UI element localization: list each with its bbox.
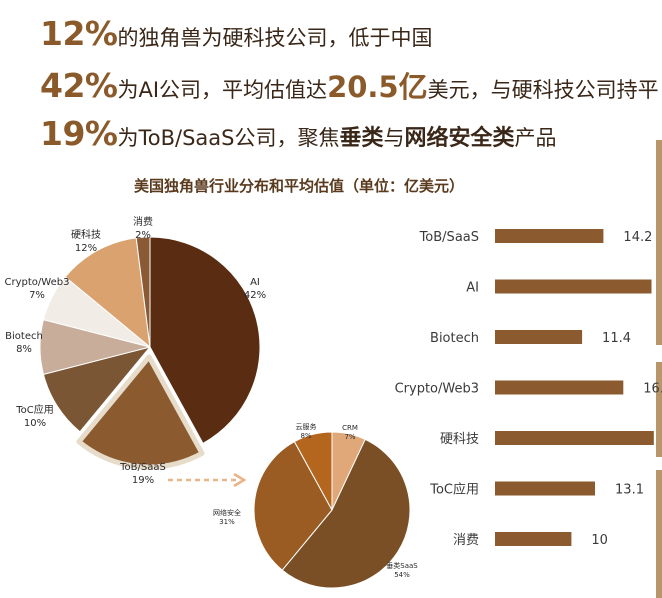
right-edge-accent-top (656, 140, 662, 345)
pie-slice-1 (76, 354, 205, 470)
bar-category-label-1: AI (466, 281, 479, 296)
headline-2-text-b: 美元，与硬科技公司持平 (427, 78, 659, 102)
sub-pie-label-name-0: CRM (342, 424, 358, 432)
bar-value-label-5: 13.1 (615, 483, 644, 498)
headline-3-number: 19% (40, 114, 118, 153)
pie-label-pct-2: 10% (24, 418, 46, 429)
bar-value-label-6: 10 (591, 533, 608, 548)
bar-3 (495, 380, 624, 395)
headline-3-text-c: 产品 (514, 126, 557, 150)
right-edge-accent-mid (656, 362, 662, 457)
sub-pie-label-pct-1: 54% (394, 571, 410, 579)
pie-label-name-0: AI (250, 277, 260, 288)
pie-label-name-1: ToB/SaaS (119, 462, 166, 473)
sub-pie-label-pct-2: 31% (219, 518, 235, 526)
pie-label-name-2: ToC应用 (15, 403, 54, 416)
bar-category-label-2: Biotech (430, 331, 479, 346)
headline-3-strong-a: 垂类 (339, 126, 384, 151)
right-edge-accent-bottom (656, 470, 662, 598)
bar-4 (495, 431, 654, 445)
bar-1 (495, 279, 652, 294)
pie-label-pct-0: 42% (244, 290, 266, 301)
headline-2-text-a: 为AI公司，平均估值达 (117, 78, 328, 102)
headline-3-strong-b: 网络安全类 (404, 126, 515, 151)
bar-category-label-4: 硬科技 (440, 432, 479, 447)
bar-value-label-3: 16.8 (643, 382, 662, 397)
bar-value-label-0: 14.2 (623, 230, 652, 245)
bar-category-label-0: ToB/SaaS (419, 230, 479, 245)
pie-label-pct-1: 19% (132, 475, 154, 486)
bar-value-label-2: 11.4 (602, 331, 631, 346)
headline-3: 19%为ToB/SaaS公司，聚焦垂类与网络安全类产品 (40, 114, 557, 153)
sub-pie-slice-3 (293, 431, 333, 511)
pie-label-pct-4: 7% (29, 290, 45, 301)
pie-slice-6 (135, 236, 151, 348)
pie-slice-5 (64, 237, 151, 348)
pie-slice-0 (149, 236, 261, 444)
bar-category-label-6: 消费 (453, 533, 479, 548)
pie-label-pct-5: 12% (75, 243, 97, 254)
sub-pie-label-pct-3: 8% (300, 432, 311, 440)
pie-label-name-4: Crypto/Web3 (5, 277, 70, 288)
headline-2-number: 42% (40, 66, 118, 105)
headline-1-number: 12% (40, 14, 118, 53)
sub-pie-label-name-1: 垂类SaaS (386, 561, 418, 570)
bar-category-label-5: ToC应用 (429, 482, 479, 498)
headline-2-highlight: 20.5亿 (327, 70, 428, 104)
pie-label-pct-3: 8% (16, 344, 32, 355)
sub-pie-label-pct-0: 7% (344, 433, 355, 441)
pie-label-name-3: Biotech (5, 331, 43, 342)
sub-pie-label-name-3: 云服务 (296, 422, 317, 431)
bar-5 (495, 481, 595, 496)
pie-label-name-5: 硬科技 (71, 228, 101, 241)
bar-6 (495, 532, 572, 546)
headline-2: 42%为AI公司，平均估值达20.5亿美元，与硬科技公司持平 (40, 64, 659, 106)
pie-label-name-6: 消费 (133, 215, 153, 228)
sub-pie-label-name-2: 网络安全 (213, 508, 241, 517)
bar-category-label-3: Crypto/Web3 (395, 382, 479, 397)
chart-title: 美国独角兽行业分布和平均估值（单位：亿美元） (134, 177, 465, 195)
headline-1-text: 的独角兽为硬科技公司，低于中国 (117, 26, 433, 50)
headline-3-text-b: 与 (383, 126, 405, 150)
headline-1: 12%的独角兽为硬科技公司，低于中国 (40, 14, 433, 53)
headline-3-text-a: 为ToB/SaaS公司，聚焦 (117, 126, 340, 150)
sub-pie-slice-2 (253, 440, 333, 571)
drilldown-arrow-head (233, 472, 247, 488)
bar-0 (495, 229, 604, 243)
pie-label-pct-6: 2% (135, 230, 151, 241)
bar-2 (495, 330, 583, 344)
sub-pie-slice-1 (281, 438, 411, 589)
